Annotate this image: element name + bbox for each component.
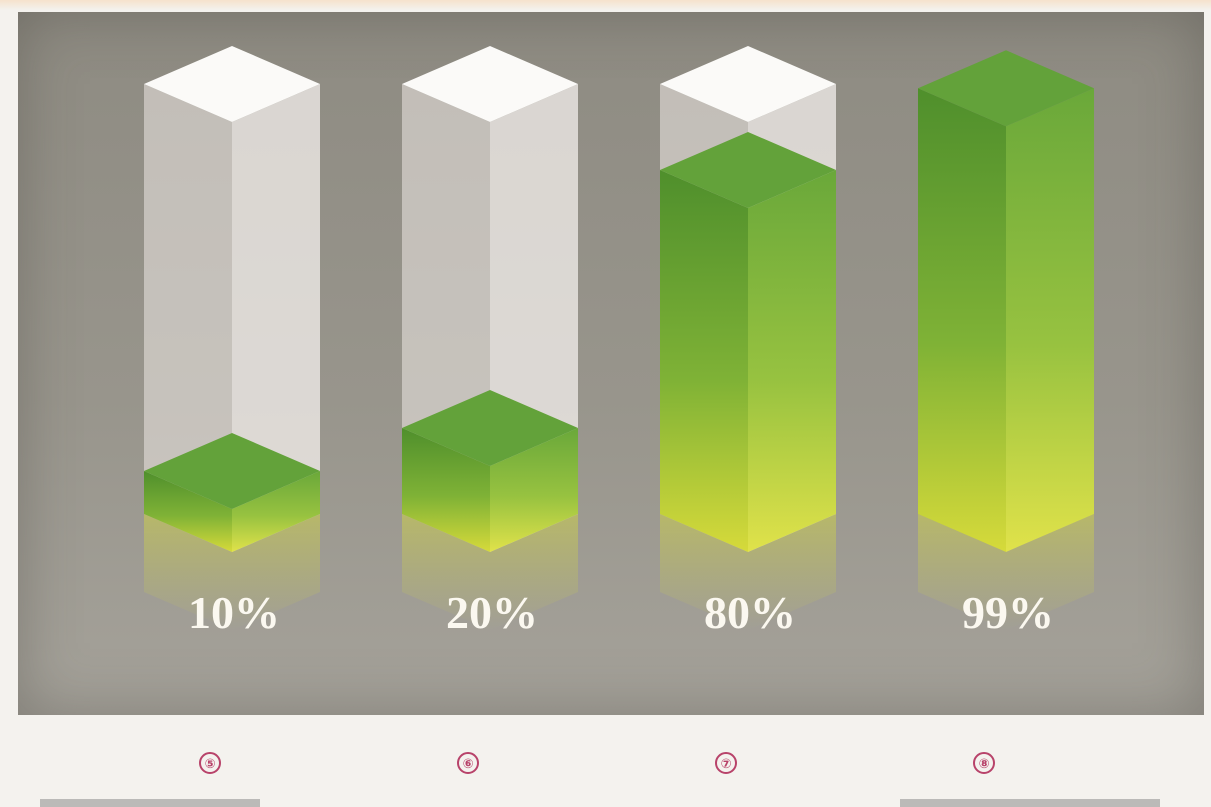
top-strip [0,0,1211,10]
bar-1-top-face [144,433,320,509]
bar-1-empty-right-face [232,84,320,552]
bottom-decoration-right [900,799,1160,807]
category-marker-1: ⑤ [199,752,221,774]
bar-3-empty-top-face [660,46,836,122]
bars-group [144,46,1094,630]
value-label-3: 80% [704,587,796,638]
bar-2-reflection [402,514,578,630]
value-label-2: 20% [446,587,538,638]
bar-2-top-face [402,390,578,466]
value-label-4: 99% [962,587,1054,638]
bar-4-left-face [918,88,1006,553]
value-label-1: 10% [188,587,280,638]
bar-3-top-face [660,132,836,208]
bar-1-empty-left-face [144,84,232,552]
category-marker-4: ⑧ [973,752,995,774]
value-labels-group: 10% 20% 80% 99% [188,587,1054,638]
bar-3-reflection [660,514,836,630]
bar-2-right-face [490,428,578,552]
bar-1-empty-top-face [144,46,320,122]
bar-2-empty-top-face [402,46,578,122]
bar-4-top-face [918,50,1094,127]
bar-1-right-face [232,471,320,552]
bottom-decoration-left [40,799,260,807]
bar-3-right-face [748,170,836,552]
bar-3-left-face [660,170,748,552]
bar-1-left-face [144,471,232,552]
category-marker-2: ⑥ [457,752,479,774]
bar-2-left-face [402,428,490,552]
bar-1-reflection [144,514,320,630]
bar-4-reflection [918,514,1094,630]
bar-4-right-face [1006,88,1094,553]
category-marker-3: ⑦ [715,752,737,774]
